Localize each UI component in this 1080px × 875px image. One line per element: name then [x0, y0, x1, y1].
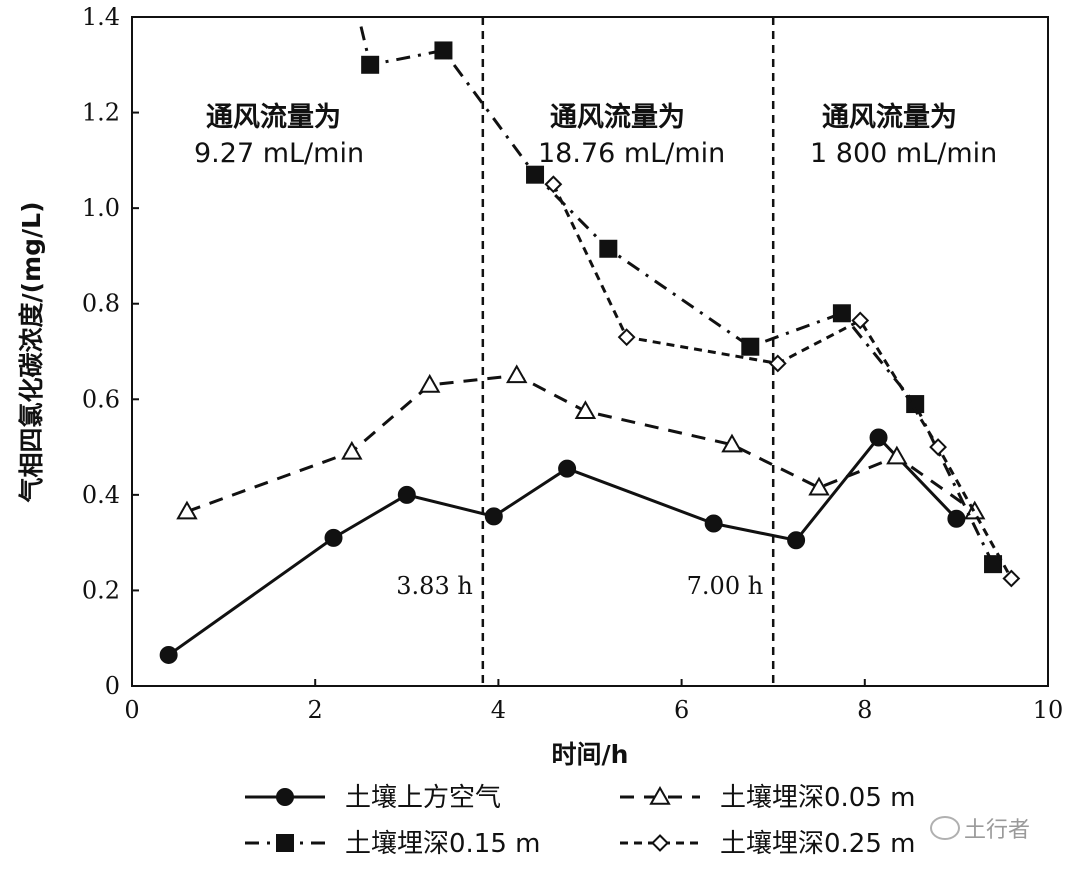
data-point	[906, 395, 925, 414]
y-tick-label: 1.2	[82, 99, 120, 127]
data-point	[704, 514, 723, 533]
data-point	[599, 239, 618, 258]
data-point	[886, 445, 908, 465]
legend-label: 土壤埋深0.05 m	[720, 783, 915, 813]
legend-item: 土壤埋深0.05 m	[620, 783, 915, 813]
watermark: 土行者	[930, 812, 1030, 844]
vertical-lines: 3.83 h 7.00 h	[396, 17, 775, 686]
legend-marker	[276, 834, 294, 852]
annotation-value: 1 800 mL/min	[810, 138, 997, 169]
data-point	[851, 311, 870, 330]
x-tick-label: 6	[674, 696, 689, 724]
y-tick-label: 1.4	[82, 3, 120, 31]
data-point	[159, 645, 178, 664]
y-tick-label: 0.8	[82, 290, 120, 318]
legend-marker	[651, 834, 669, 852]
data-point	[768, 354, 787, 373]
annotation-title: 通风流量为	[822, 102, 957, 133]
data-point	[505, 364, 528, 384]
data-point	[434, 41, 453, 60]
series-3	[359, 26, 1003, 574]
data-point	[418, 373, 441, 393]
plot-frame	[131, 16, 1049, 687]
x-tick-label: 8	[857, 696, 872, 724]
annotations: 通风流量为 9.27 mL/min 通风流量为 18.76 mL/min 通风流量为 1 …	[194, 102, 997, 169]
data-point	[397, 485, 416, 504]
data-point	[1002, 569, 1021, 588]
legend-item: 土壤埋深0.25 m	[620, 829, 915, 859]
data-point	[832, 304, 851, 323]
data-point	[721, 433, 743, 453]
vertical-line-label: 7.00 h	[687, 572, 764, 600]
legend-label: 土壤埋深0.25 m	[720, 829, 915, 859]
y-tick-label: 0	[105, 672, 120, 700]
wechat-icon	[930, 816, 960, 840]
data-point	[741, 337, 760, 356]
data-point	[574, 400, 597, 419]
annotation-value: 18.76 mL/min	[538, 138, 725, 169]
series-line	[186, 373, 976, 513]
data-point	[947, 509, 966, 528]
legend-label: 土壤埋深0.15 m	[345, 829, 540, 859]
series-1	[159, 428, 966, 664]
legend-label: 土壤上方空气	[345, 783, 501, 813]
data-point	[929, 438, 947, 456]
data-point	[558, 459, 577, 478]
annotation-title: 通风流量为	[550, 102, 685, 133]
ticks: 0 2 4 6 8 10 0 0.2 0.4 0.6 0.8 1.0 1.2 1.4	[82, 3, 1063, 724]
legend-item: 土壤埋深0.15 m	[245, 829, 540, 859]
legend: 土壤上方空气 土壤埋深0.05 m 土壤埋深0.15 m 土壤埋深0.25 m	[245, 783, 915, 859]
x-tick-label: 4	[491, 696, 506, 724]
y-tick-label: 0.6	[82, 385, 120, 413]
data-point	[324, 528, 343, 547]
y-tick-label: 0.4	[82, 481, 120, 509]
x-tick-label: 10	[1033, 696, 1064, 724]
x-tick-label: 0	[124, 696, 139, 724]
series-2	[176, 364, 986, 520]
data-point	[484, 507, 503, 526]
vertical-line-label: 3.83 h	[396, 572, 473, 600]
plot-border	[131, 16, 1049, 687]
data-point	[617, 328, 636, 347]
data-point	[808, 476, 830, 496]
series-line	[552, 183, 1013, 580]
data-point	[544, 175, 563, 194]
watermark-text: 土行者	[964, 818, 1031, 843]
y-tick-label: 1.0	[82, 194, 120, 222]
data-point	[787, 531, 806, 550]
x-tick-label: 2	[308, 696, 323, 724]
data-point	[984, 555, 1003, 574]
series-layer	[159, 26, 1021, 664]
legend-item: 土壤上方空气	[245, 783, 501, 813]
y-axis-label: 气相四氯化碳浓度/(mg/L)	[17, 202, 46, 504]
data-point	[341, 440, 363, 460]
data-point	[526, 165, 545, 184]
y-tick-label: 0.2	[82, 576, 120, 604]
x-axis-label: 时间/h	[552, 740, 629, 769]
data-point	[869, 428, 888, 447]
annotation-value: 9.27 mL/min	[194, 138, 364, 169]
annotation-title: 通风流量为	[206, 102, 341, 133]
data-point	[176, 500, 198, 520]
legend-marker	[649, 785, 671, 805]
data-point	[361, 55, 380, 74]
legend-marker	[276, 788, 294, 806]
series-4	[544, 175, 1021, 588]
